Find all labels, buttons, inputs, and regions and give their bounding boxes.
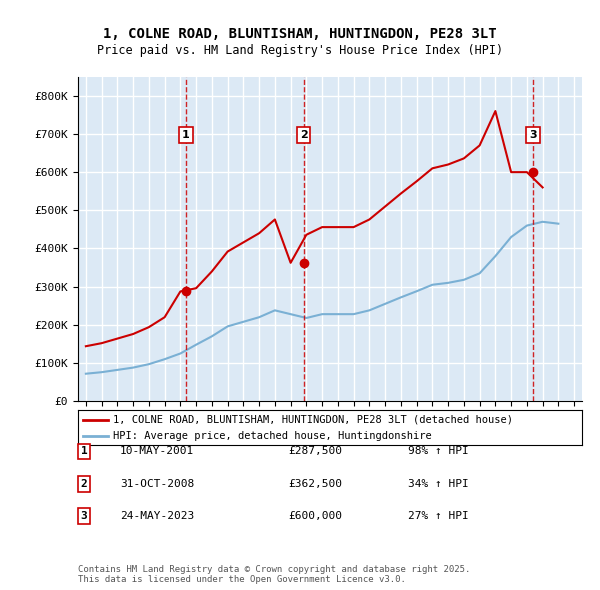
Text: 24-MAY-2023: 24-MAY-2023 <box>120 512 194 521</box>
Text: 1: 1 <box>80 447 88 456</box>
Text: Price paid vs. HM Land Registry's House Price Index (HPI): Price paid vs. HM Land Registry's House … <box>97 44 503 57</box>
Text: 2: 2 <box>300 130 308 140</box>
Text: Contains HM Land Registry data © Crown copyright and database right 2025.
This d: Contains HM Land Registry data © Crown c… <box>78 565 470 584</box>
Text: £287,500: £287,500 <box>288 447 342 456</box>
Text: £600,000: £600,000 <box>288 512 342 521</box>
Text: 2: 2 <box>80 479 88 489</box>
Text: 31-OCT-2008: 31-OCT-2008 <box>120 479 194 489</box>
Text: 1, COLNE ROAD, BLUNTISHAM, HUNTINGDON, PE28 3LT (detached house): 1, COLNE ROAD, BLUNTISHAM, HUNTINGDON, P… <box>113 415 513 425</box>
Text: 1: 1 <box>182 130 190 140</box>
Text: 34% ↑ HPI: 34% ↑ HPI <box>408 479 469 489</box>
Text: 27% ↑ HPI: 27% ↑ HPI <box>408 512 469 521</box>
Text: 3: 3 <box>80 512 88 521</box>
Text: £362,500: £362,500 <box>288 479 342 489</box>
Text: 1, COLNE ROAD, BLUNTISHAM, HUNTINGDON, PE28 3LT: 1, COLNE ROAD, BLUNTISHAM, HUNTINGDON, P… <box>103 27 497 41</box>
Text: 10-MAY-2001: 10-MAY-2001 <box>120 447 194 456</box>
Text: HPI: Average price, detached house, Huntingdonshire: HPI: Average price, detached house, Hunt… <box>113 431 432 441</box>
Text: 3: 3 <box>529 130 537 140</box>
Text: 98% ↑ HPI: 98% ↑ HPI <box>408 447 469 456</box>
